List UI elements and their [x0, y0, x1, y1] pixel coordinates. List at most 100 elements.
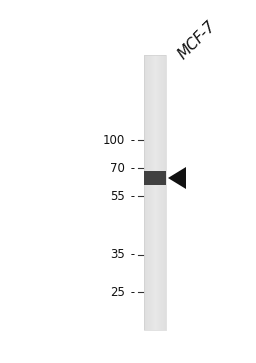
Bar — [156, 93, 157, 96]
Bar — [155, 213, 156, 217]
Bar — [159, 237, 160, 241]
Bar — [148, 168, 149, 172]
Bar — [164, 306, 165, 309]
Bar — [163, 299, 164, 302]
Bar — [158, 110, 159, 113]
Bar — [160, 86, 161, 89]
Bar — [162, 275, 163, 278]
Bar — [149, 241, 150, 244]
Bar — [146, 189, 147, 192]
Bar — [156, 127, 157, 131]
Bar — [164, 62, 165, 65]
Bar — [162, 323, 163, 327]
Bar — [144, 117, 145, 120]
Bar — [152, 278, 153, 282]
Bar — [164, 79, 165, 82]
Bar — [159, 285, 160, 289]
Bar — [160, 175, 161, 179]
Bar — [147, 58, 148, 62]
Bar — [162, 210, 163, 213]
Bar — [160, 313, 161, 316]
Bar — [164, 58, 165, 62]
Bar — [159, 58, 160, 62]
Bar — [162, 251, 163, 254]
Bar — [147, 210, 148, 213]
Bar — [151, 89, 152, 93]
Bar — [151, 192, 152, 196]
Bar — [145, 282, 146, 285]
Bar — [146, 131, 147, 134]
Bar — [165, 320, 166, 323]
Text: 100: 100 — [103, 134, 125, 147]
Bar — [165, 151, 166, 155]
Bar — [161, 258, 162, 261]
Bar — [157, 103, 158, 107]
Bar — [154, 196, 155, 199]
Bar — [151, 210, 152, 213]
Bar — [149, 234, 150, 237]
Bar — [154, 141, 155, 144]
Bar — [153, 93, 154, 96]
Bar — [157, 179, 158, 182]
Bar — [163, 131, 164, 134]
Bar — [164, 268, 165, 272]
Bar — [148, 309, 149, 313]
Bar — [163, 282, 164, 285]
Bar — [161, 189, 162, 192]
Bar — [155, 234, 156, 237]
Bar — [149, 93, 150, 96]
Bar — [151, 144, 152, 148]
Bar — [158, 234, 159, 237]
Bar — [152, 113, 153, 117]
Bar — [156, 230, 157, 234]
Bar — [148, 117, 149, 120]
Bar — [164, 234, 165, 237]
Bar — [157, 55, 158, 58]
Bar — [157, 65, 158, 69]
Bar — [155, 295, 156, 299]
Bar — [146, 165, 147, 168]
Bar — [160, 285, 161, 289]
Bar — [151, 206, 152, 210]
Bar — [162, 282, 163, 285]
Bar — [146, 120, 147, 124]
Bar — [165, 199, 166, 203]
Bar — [146, 144, 147, 148]
Bar — [148, 261, 149, 265]
Bar — [152, 127, 153, 131]
Bar — [164, 69, 165, 72]
Bar — [154, 72, 155, 76]
Bar — [163, 272, 164, 275]
Bar — [155, 302, 156, 306]
Bar — [162, 185, 163, 189]
Bar — [162, 93, 163, 96]
Bar — [158, 96, 159, 100]
Bar — [163, 320, 164, 323]
Bar — [149, 217, 150, 220]
Bar — [151, 117, 152, 120]
Bar — [150, 265, 151, 268]
Bar — [149, 144, 150, 148]
Bar — [152, 244, 153, 248]
Bar — [161, 82, 162, 86]
Bar — [152, 93, 153, 96]
Bar — [153, 76, 154, 79]
Bar — [148, 155, 149, 158]
Bar — [144, 127, 145, 131]
Bar — [147, 172, 148, 175]
Bar — [149, 196, 150, 199]
Bar — [149, 261, 150, 265]
Bar — [156, 124, 157, 127]
Bar — [163, 230, 164, 234]
Bar — [163, 203, 164, 206]
Bar — [164, 251, 165, 254]
Bar — [146, 302, 147, 306]
Bar — [151, 120, 152, 124]
Bar — [164, 127, 165, 131]
Bar — [160, 89, 161, 93]
Bar — [148, 224, 149, 227]
Bar — [145, 299, 146, 302]
Bar — [152, 261, 153, 265]
Bar — [157, 313, 158, 316]
Bar — [148, 113, 149, 117]
